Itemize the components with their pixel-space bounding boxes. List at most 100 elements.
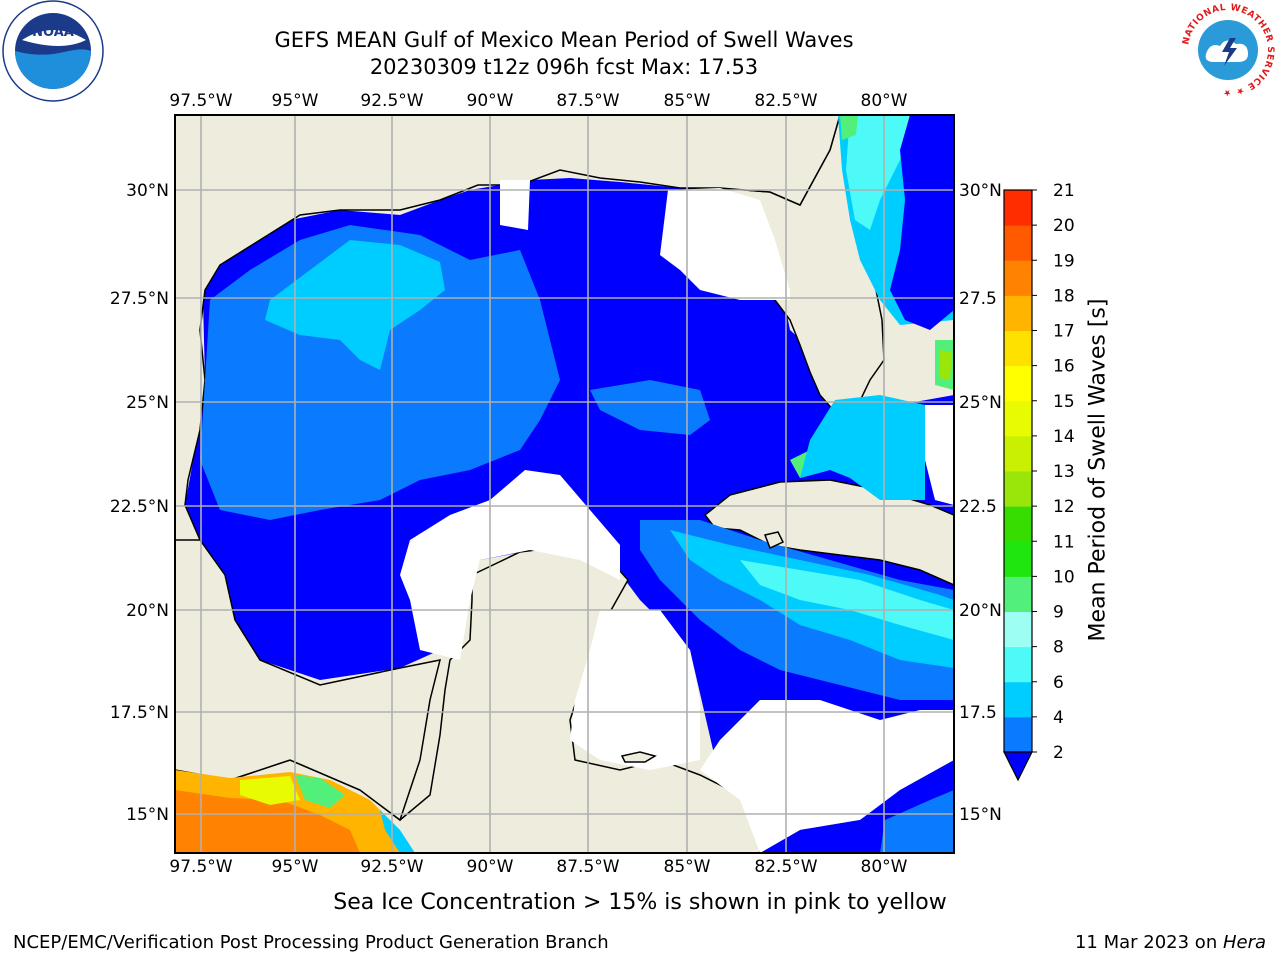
graticule	[175, 115, 954, 853]
sea-ice-note: Sea Ice Concentration > 15% is shown in …	[333, 890, 947, 915]
colorbar-tick-label: 10	[1053, 567, 1075, 587]
swell-field-atlantic-6-8s	[846, 115, 910, 230]
colorbar-tick-label: 16	[1053, 357, 1075, 377]
credit-left: NCEP/EMC/Verification Post Processing Pr…	[13, 932, 609, 953]
lat-tick-label: 15°N	[126, 805, 169, 825]
no-data-region-yucatan-south	[570, 610, 700, 770]
colorbar-tick-label: 17	[1053, 322, 1075, 342]
lon-tick-label: 90°W	[467, 91, 514, 111]
colorbar-segment	[1004, 681, 1032, 718]
colorbar-segment	[1004, 716, 1032, 753]
lon-tick-label: 92.5°W	[360, 857, 423, 877]
no-data-region-bahamas	[925, 405, 954, 505]
lon-tick-label: 82.5°W	[754, 91, 817, 111]
colorbar-segment	[1004, 400, 1032, 437]
lat-tick-label: 27.5	[959, 289, 997, 309]
lon-tick-label: 87.5°W	[556, 91, 619, 111]
swell-field-pacific-yellow	[240, 776, 300, 805]
latitude-labels-left: 30°N 27.5°N 25°N 22.5°N 20°N 17.5°N 15°N	[110, 181, 169, 825]
swell-field-pacific-17-19s	[175, 790, 360, 853]
colorbar-tick-label: 6	[1053, 673, 1064, 693]
colorbar-segment	[1004, 190, 1032, 226]
lon-tick-label: 97.5°W	[169, 91, 232, 111]
colorbar-tick-label: 2	[1053, 743, 1064, 763]
colorbar-tick-label: 14	[1053, 427, 1075, 447]
credit-host: Hera	[1222, 932, 1266, 953]
lon-tick-label: 85°W	[664, 857, 711, 877]
colorbar-segment	[1004, 611, 1032, 648]
colorbar-tick-label: 18	[1053, 286, 1075, 306]
lat-tick-label: 20°N	[959, 601, 1002, 621]
swell-field-pacific-cyan	[380, 810, 415, 853]
colorbar-tick-label: 21	[1053, 181, 1075, 201]
colorbar-tick-label: 9	[1053, 603, 1064, 623]
lat-tick-label: 25°N	[126, 393, 169, 413]
lat-tick-label: 17.5	[959, 703, 997, 723]
longitude-labels-top: 97.5°W 95°W 92.5°W 90°W 87.5°W 85°W 82.5°W 80°W	[169, 91, 907, 111]
longitude-labels-bottom: 97.5°W 95°W 92.5°W 90°W 87.5°W 85°W 82.5°W 80°W	[169, 857, 907, 877]
lat-tick-label: 15°N	[959, 805, 1002, 825]
map-frame	[174, 114, 955, 854]
colorbar: 2 4 6 8 9 10 11 12 13 14 15 16 17 18 19 20 21	[1003, 181, 1075, 782]
credit-right: 11 Mar 2023 on Hera	[1075, 932, 1266, 953]
lat-tick-label: 30°N	[126, 181, 169, 201]
no-data-region-campeche	[400, 470, 620, 660]
colorbar-tick-label: 15	[1053, 392, 1075, 412]
lat-tick-label: 20°N	[126, 601, 169, 621]
colorbar-tick-label: 20	[1053, 216, 1075, 236]
lat-tick-label: 25°N	[959, 393, 1002, 413]
swell-field-pacific-green	[295, 775, 345, 808]
colorbar-segment	[1004, 225, 1032, 261]
svg-text:NOAA: NOAA	[32, 25, 74, 40]
lat-tick-label: 22.5	[959, 497, 997, 517]
lon-tick-label: 90°W	[467, 857, 514, 877]
jamaica	[620, 751, 657, 763]
credit-date: 11 Mar 2023 on	[1074, 932, 1223, 953]
latitude-labels-right: 30°N 27.5 25°N 22.5 20°N 17.5 15°N	[959, 181, 1002, 825]
lon-tick-label: 95°W	[272, 91, 319, 111]
colorbar-tick-label: 11	[1053, 532, 1075, 552]
colorbar-segment	[1004, 541, 1032, 577]
colorbar-segment	[1004, 471, 1032, 507]
colorbar-under-arrow	[1003, 751, 1033, 782]
colorbar-segment	[1004, 330, 1032, 367]
lon-tick-label: 95°W	[272, 857, 319, 877]
swell-field-atlantic-blue	[890, 115, 954, 330]
colorbar-segment	[1004, 260, 1032, 296]
colorbar-segment	[1004, 576, 1032, 612]
lon-tick-label: 92.5°W	[360, 91, 423, 111]
lon-tick-label: 82.5°W	[754, 857, 817, 877]
lat-tick-label: 27.5°N	[110, 289, 169, 309]
nws-logo: NATIONAL WEATHER SERVICE ★ ★	[1180, 2, 1276, 98]
swell-field-2-4s-central	[590, 380, 710, 435]
isla-de-la-juventud	[763, 531, 785, 550]
chart-subtitle: 20230309 t12z 096h fcst Max: 17.53	[369, 55, 759, 79]
lat-tick-label: 30°N	[959, 181, 1002, 201]
colorbar-tick-label: 4	[1053, 708, 1064, 728]
swell-field-straits-4-6s	[800, 395, 925, 500]
mexico-west-coast	[175, 539, 442, 822]
swell-field-4-6s-west	[265, 240, 445, 370]
lat-tick-label: 17.5°N	[110, 703, 169, 723]
lon-tick-label: 87.5°W	[556, 857, 619, 877]
colorbar-segment	[1004, 435, 1032, 472]
colorbar-segment	[1004, 646, 1032, 683]
colorbar-tick-label: 8	[1053, 638, 1064, 658]
colorbar-segment	[1004, 506, 1032, 542]
colorbar-label: Mean Period of Swell Waves [s]	[1085, 298, 1111, 642]
swell-field-caribbean-lightblue	[880, 790, 954, 853]
lon-tick-label: 80°W	[861, 857, 908, 877]
lat-tick-label: 22.5°N	[110, 497, 169, 517]
noaa-logo: NOAA	[2, 0, 104, 102]
lon-tick-label: 85°W	[664, 91, 711, 111]
swell-field-6-8s-caribbean	[740, 560, 954, 640]
no-data-region-ne-gulf	[660, 188, 790, 300]
colorbar-tick-label: 13	[1053, 462, 1075, 482]
colorbar-segment	[1004, 365, 1032, 402]
colorbar-tick-label: 19	[1053, 251, 1075, 271]
colorbar-segment	[1004, 295, 1032, 331]
no-data-region-north	[500, 180, 530, 230]
lon-tick-label: 97.5°W	[169, 857, 232, 877]
colorbar-tick-label: 12	[1053, 497, 1075, 517]
